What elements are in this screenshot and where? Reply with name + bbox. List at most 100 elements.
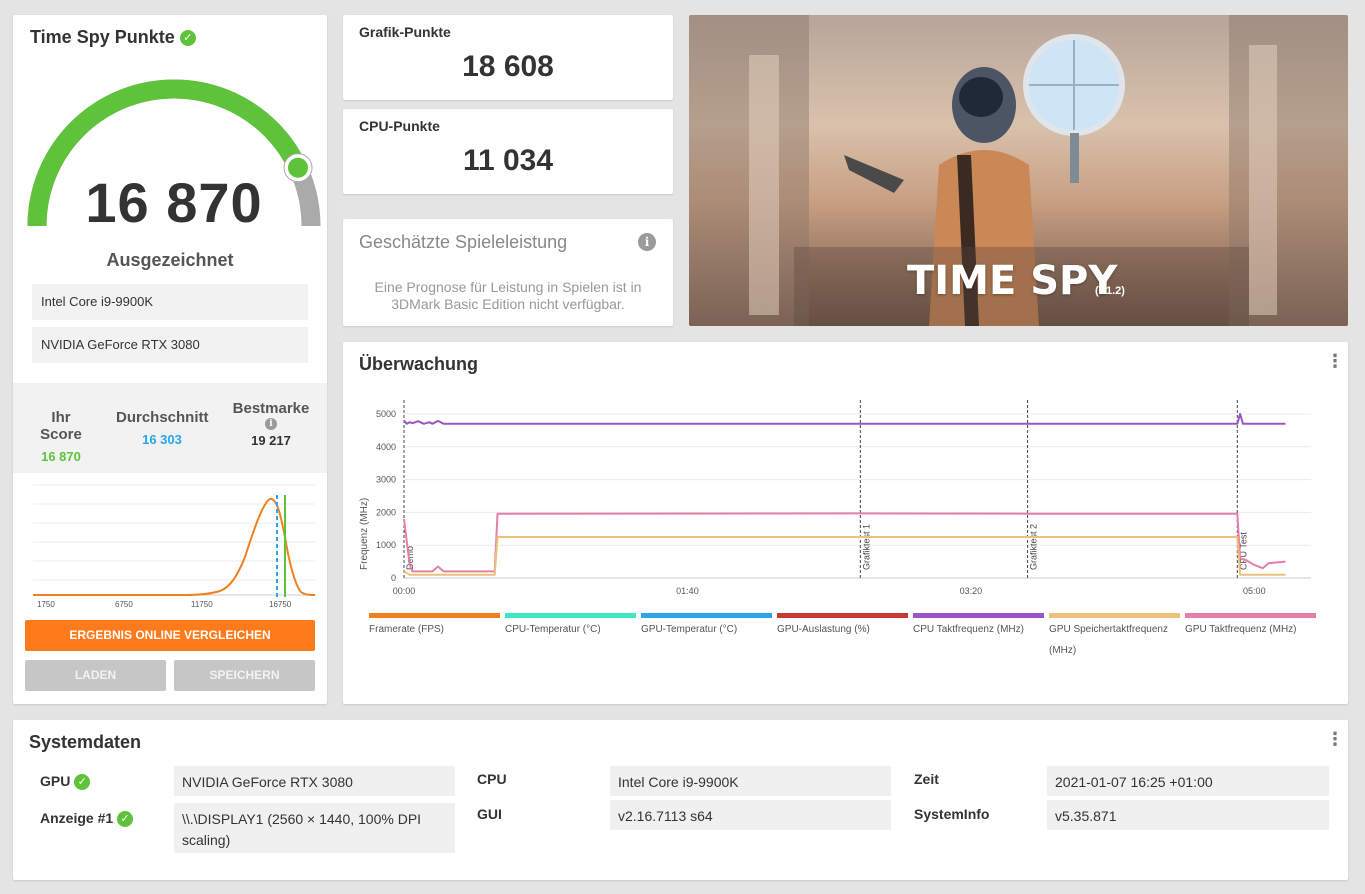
legend-swatch[interactable]: [641, 613, 772, 618]
score-comparison: Ihr Score 16 870 Durchschnitt 16 303 Bes…: [13, 383, 327, 473]
banner-artwork: [689, 15, 1348, 326]
legend-swatch[interactable]: [777, 613, 908, 618]
compare-online-button[interactable]: ERGEBNIS ONLINE VERGLEICHEN: [25, 620, 315, 651]
legend-label[interactable]: CPU-Temperatur (°C): [505, 624, 601, 635]
x-tick: 05:00: [1243, 586, 1266, 596]
banner-version: (V1.2): [1095, 285, 1125, 297]
gui-label: GUI: [477, 806, 502, 822]
gauge-knob-ring: [283, 153, 313, 183]
legend-swatch[interactable]: [1049, 613, 1180, 618]
more-menu-icon[interactable]: ⋮: [1326, 351, 1344, 371]
average-stat: Durchschnitt 16 303: [116, 409, 209, 447]
cpu-score-value: 11 034: [462, 144, 554, 177]
series-line: [403, 413, 1286, 425]
gpu-value: NVIDIA GeForce RTX 3080: [174, 766, 455, 796]
check-icon: ✓: [74, 774, 91, 791]
score-distribution-chart: 1750 6750 11750 16750: [33, 484, 316, 607]
legend-label[interactable]: CPU Taktfrequenz (MHz): [913, 624, 1024, 635]
cpu-label: CPU: [477, 771, 507, 787]
x-tick: 1750: [37, 600, 55, 607]
save-button[interactable]: SPEICHERN: [174, 660, 315, 691]
score-panel: Time Spy Punkte ✓ 16 870 Ausgezeichnet I…: [13, 15, 327, 704]
best-value: 19 217: [251, 433, 291, 448]
phase-markers: Demo Grafiktest 1 Grafiktest 2 CPU Test: [403, 400, 1248, 578]
monitoring-chart: 5000 4000 3000 2000 1000 0 00:00 01:40 03:20 05:…: [359, 400, 1311, 596]
x-tick: 11750: [191, 600, 213, 607]
banner-title: TIME SPY: [907, 258, 1118, 304]
total-score: 16 870: [85, 171, 263, 234]
series-line: [403, 536, 1286, 576]
x-tick: 16750: [269, 600, 292, 607]
y-axis-ticks: 5000 4000 3000 2000 1000 0: [376, 409, 396, 583]
gauge-knob: [284, 153, 312, 182]
gui-value: v2.16.7113 s64: [610, 800, 891, 830]
game-performance-title: Geschätzte Spieleleistung: [359, 232, 568, 252]
y-tick: 0: [391, 573, 396, 583]
legend-label[interactable]: GPU-Temperatur (°C): [641, 624, 738, 635]
y-tick: 3000: [376, 475, 396, 485]
score-gauge: [27, 79, 321, 227]
sysinfo-label: SystemInfo: [914, 806, 990, 822]
system-data-title: Systemdaten: [29, 732, 142, 752]
legend-swatch[interactable]: [1185, 613, 1316, 618]
phase-marker-label: Grafiktest 1: [861, 524, 871, 570]
benchmark-banner: TIME SPY (V1.2): [689, 15, 1348, 326]
cpu-score-card: CPU-Punkte 11 034: [343, 109, 673, 194]
display-value: \\.\DISPLAY1 (2560 × 1440, 100% DPI scal…: [174, 803, 455, 853]
x-axis-ticks: 00:00 01:40 03:20 05:00: [393, 586, 1266, 596]
legend-label[interactable]: GPU Speichertaktfrequenz (MHz): [1049, 624, 1168, 656]
chart-series: [403, 413, 1286, 576]
score-title: Time Spy Punkte ✓: [30, 27, 196, 48]
cpu-score-label: CPU-Punkte: [359, 118, 440, 134]
check-icon: ✓: [179, 30, 196, 47]
legend-label[interactable]: GPU Taktfrequenz (MHz): [1185, 624, 1297, 635]
time-value: 2021-01-07 16:25 +01:00: [1047, 766, 1329, 796]
x-tick: 01:40: [676, 586, 699, 596]
chart-gridlines: [404, 413, 1311, 579]
y-tick: 2000: [376, 507, 396, 517]
monitoring-panel: Überwachung ⋮ 5000 4000 3000 2000 1000 0 00:0…: [343, 342, 1348, 704]
your-score-stat: Ihr Score 16 870: [29, 409, 93, 464]
banner-title-band: [794, 247, 1249, 326]
y-tick: 4000: [376, 442, 396, 452]
graphics-score-value: 18 608: [462, 50, 554, 83]
y-tick: 1000: [376, 540, 396, 550]
check-icon: ✓: [117, 811, 134, 828]
legend-swatch[interactable]: [369, 613, 500, 618]
game-performance-card: Geschätzte Spieleleistung i Eine Prognos…: [343, 219, 673, 326]
sysinfo-value: v5.35.871: [1047, 800, 1329, 830]
y-axis-label: Frequenz (MHz): [359, 498, 370, 570]
time-label: Zeit: [914, 771, 939, 787]
phase-marker-label: Grafiktest 2: [1029, 524, 1039, 570]
graphics-score-label: Grafik-Punkte: [359, 24, 451, 40]
x-tick: 03:20: [960, 586, 983, 596]
graphics-score-card: Grafik-Punkte 18 608: [343, 15, 673, 100]
distribution-curve: [33, 497, 316, 596]
x-tick: 6750: [115, 600, 133, 607]
x-tick: 00:00: [393, 586, 416, 596]
display-label: Anzeige #1 ✓: [40, 810, 134, 828]
legend-swatch[interactable]: [913, 613, 1044, 618]
game-performance-text: Eine Prognose für Leistung in Spielen is…: [374, 279, 642, 312]
legend-label[interactable]: GPU-Auslastung (%): [777, 624, 870, 635]
cpu-name: Intel Core i9-9900K: [32, 284, 308, 320]
system-data-panel: Systemdaten ⋮ GPU ✓ NVIDIA GeForce RTX 3…: [13, 720, 1348, 880]
more-menu-icon[interactable]: ⋮: [1326, 729, 1344, 749]
info-icon[interactable]: i: [638, 233, 656, 251]
cpu-value: Intel Core i9-9900K: [610, 766, 891, 796]
phase-marker-label: Demo: [405, 546, 415, 570]
monitoring-title: Überwachung: [359, 354, 479, 374]
info-icon[interactable]: i: [265, 418, 277, 430]
score-rating: Ausgezeichnet: [106, 250, 234, 270]
dist-gridlines: [33, 484, 315, 581]
average-value: 16 303: [142, 432, 182, 447]
y-tick: 5000: [376, 409, 396, 419]
gpu-label: GPU ✓: [40, 773, 91, 791]
load-button[interactable]: LADEN: [25, 660, 166, 691]
legend-label[interactable]: Framerate (FPS): [369, 624, 445, 635]
gpu-name: NVIDIA GeForce RTX 3080: [32, 327, 308, 363]
your-score-value: 16 870: [41, 449, 81, 464]
legend-swatch[interactable]: [505, 613, 636, 618]
best-stat: Bestmarke i 19 217: [229, 400, 313, 448]
gauge-fill: [27, 79, 307, 227]
